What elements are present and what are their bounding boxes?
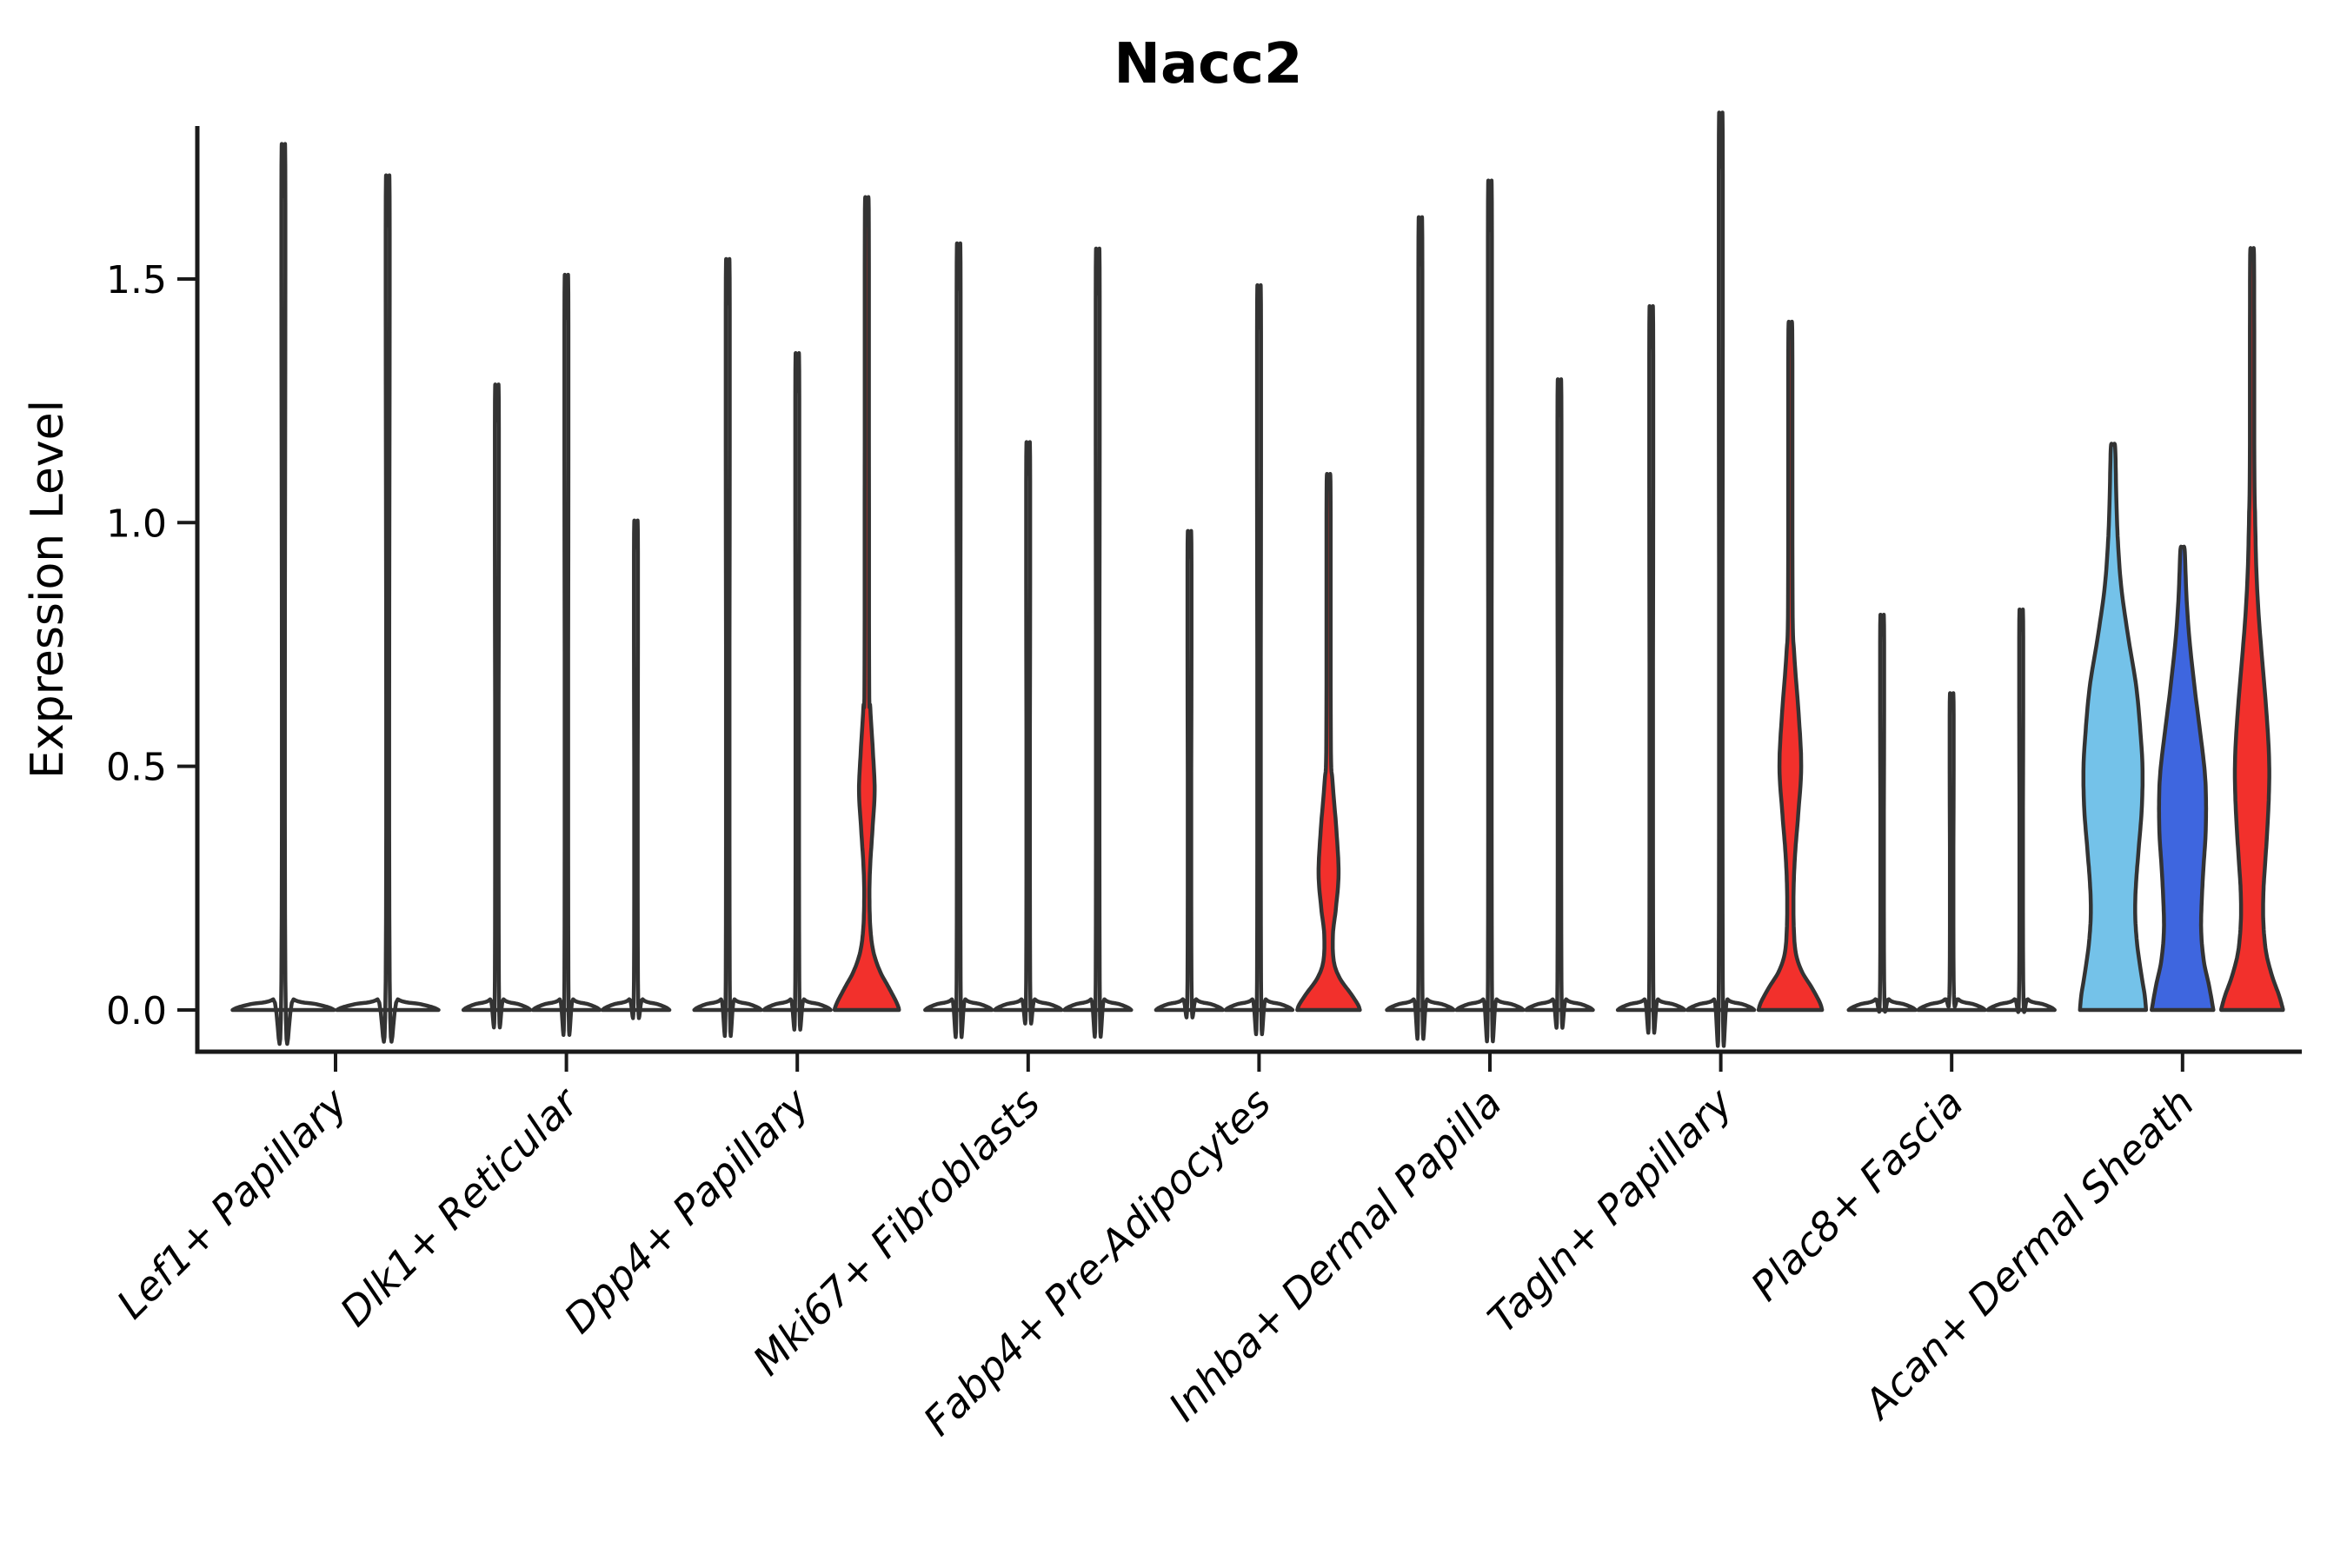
y-tick-label: 0.0: [106, 989, 167, 1033]
violin: [1385, 215, 1456, 1041]
violin: [230, 142, 336, 1046]
violin: [1916, 691, 1987, 1013]
violin: [1615, 303, 1687, 1035]
violin: [1223, 282, 1295, 1037]
y-axis-label: Expression Level: [22, 400, 74, 779]
violin: [832, 195, 901, 1013]
violin: [335, 173, 441, 1044]
y-tick-label: 0.5: [106, 746, 167, 790]
violin: [461, 382, 533, 1030]
violin: [600, 518, 672, 1020]
violin: [1062, 246, 1134, 1040]
violin: [761, 351, 833, 1032]
violin: [993, 440, 1064, 1026]
violin: [1454, 178, 1526, 1044]
violin: [923, 241, 994, 1040]
y-tick-label: 1.5: [106, 258, 167, 302]
violin: [1154, 528, 1226, 1020]
violin: [692, 256, 763, 1039]
violin-series: [230, 110, 2285, 1048]
violin: [2219, 246, 2285, 1013]
violin: [530, 272, 602, 1037]
chart-title: Nacc2: [1114, 32, 1302, 96]
y-tick-label: 1.0: [106, 502, 167, 546]
x-tick-label: Dpp4+ Papillary: [555, 1079, 818, 1342]
x-tick-label: Tagln+ Papillary: [1479, 1079, 1742, 1342]
violin: [1685, 110, 1757, 1048]
violin: [1756, 319, 1825, 1013]
violin: [1985, 607, 2057, 1014]
violin: [1524, 377, 1595, 1030]
violin: [1295, 471, 1362, 1013]
violin: [2150, 544, 2216, 1013]
x-tick-label: Dlk1+ Reticular: [331, 1077, 589, 1335]
violin: [2078, 442, 2149, 1013]
violin: [1846, 612, 1918, 1014]
x-tick-label: Lef1+ Papillary: [108, 1079, 356, 1327]
x-tick-label: Plac8+ Fascia: [1742, 1080, 1972, 1310]
